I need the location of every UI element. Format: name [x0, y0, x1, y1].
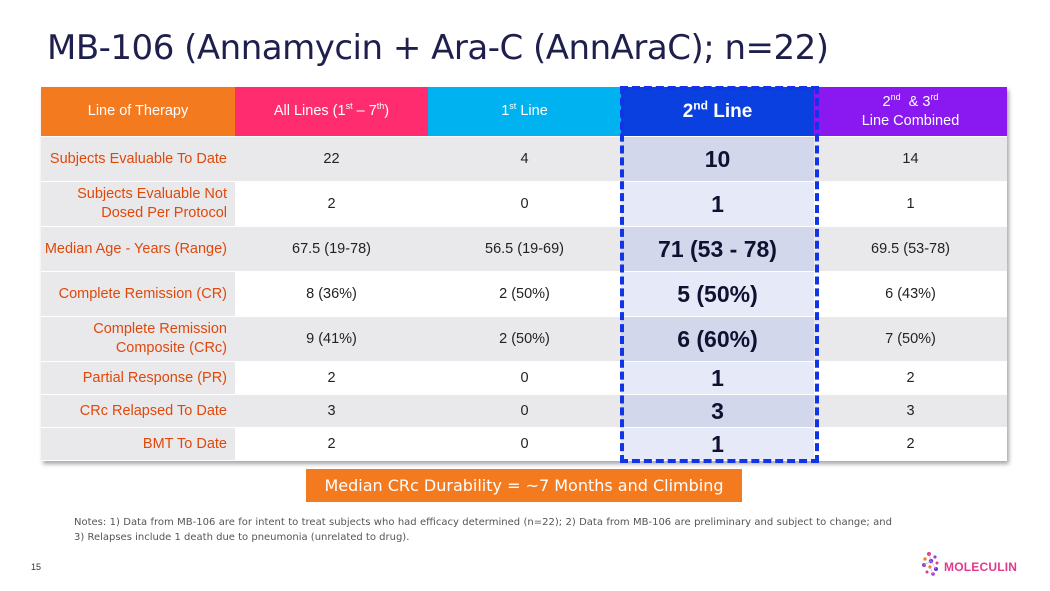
cell-combined: 14	[814, 137, 1007, 181]
cell-2nd-line: 1	[621, 428, 814, 460]
cell-1st-line: 2 (50%)	[428, 272, 621, 316]
cell-combined: 2	[814, 362, 1007, 394]
cell-all-lines: 2	[235, 182, 428, 226]
table-row: Complete Remission Composite (CRc) 9 (41…	[41, 317, 1007, 362]
cell-combined: 3	[814, 395, 1007, 427]
header-2nd-line: 2nd Line	[621, 87, 814, 136]
cell-combined: 7 (50%)	[814, 317, 1007, 361]
table-row: Subjects Evaluable Not Dosed Per Protoco…	[41, 182, 1007, 227]
cell-all-lines: 22	[235, 137, 428, 181]
2nd-line-highlight-box	[620, 86, 819, 463]
cell-all-lines: 2	[235, 362, 428, 394]
row-label: Partial Response (PR)	[41, 362, 235, 394]
cell-2nd-line: 6 (60%)	[621, 317, 814, 361]
cell-1st-line: 56.5 (19-69)	[428, 227, 621, 271]
row-label: Complete Remission (CR)	[41, 272, 235, 316]
molecule-dots-icon	[921, 551, 941, 582]
cell-all-lines: 3	[235, 395, 428, 427]
page-number: 15	[31, 562, 42, 572]
table-row: Complete Remission (CR) 8 (36%) 2 (50%) …	[41, 272, 1007, 317]
cell-1st-line: 0	[428, 362, 621, 394]
cell-combined: 69.5 (53-78)	[814, 227, 1007, 271]
cell-2nd-line: 1	[621, 182, 814, 226]
cell-combined: 2	[814, 428, 1007, 460]
company-logo: MOLECULIN	[921, 551, 1017, 582]
table-header-row: Line of Therapy All Lines (1st – 7th) 1s…	[41, 87, 1007, 137]
header-1st-line: 1st Line	[428, 87, 621, 136]
logo-wordmark: MOLECULIN	[944, 559, 1018, 574]
cell-2nd-line: 10	[621, 137, 814, 181]
cell-combined: 1	[814, 182, 1007, 226]
cell-all-lines: 67.5 (19-78)	[235, 227, 428, 271]
cell-combined: 6 (43%)	[814, 272, 1007, 316]
durability-banner: Median CRc Durability = ~7 Months and Cl…	[306, 469, 742, 502]
row-label: CRc Relapsed To Date	[41, 395, 235, 427]
row-label: Complete Remission Composite (CRc)	[41, 317, 235, 361]
cell-2nd-line: 1	[621, 362, 814, 394]
cell-2nd-line: 71 (53 - 78)	[621, 227, 814, 271]
cell-all-lines: 2	[235, 428, 428, 460]
table-row: Subjects Evaluable To Date 22 4 10 14	[41, 137, 1007, 182]
cell-1st-line: 4	[428, 137, 621, 181]
cell-1st-line: 0	[428, 395, 621, 427]
table-row: BMT To Date 2 0 1 2	[41, 428, 1007, 461]
cell-all-lines: 9 (41%)	[235, 317, 428, 361]
row-label: Subjects Evaluable To Date	[41, 137, 235, 181]
cell-2nd-line: 5 (50%)	[621, 272, 814, 316]
cell-1st-line: 0	[428, 428, 621, 460]
header-2nd-3rd-combined: 2nd & 3rd Line Combined	[814, 87, 1007, 136]
slide-title: MB-106 (Annamycin + Ara-C (AnnAraC); n=2…	[47, 28, 829, 68]
row-label: Subjects Evaluable Not Dosed Per Protoco…	[41, 182, 235, 226]
cell-1st-line: 0	[428, 182, 621, 226]
header-line-of-therapy: Line of Therapy	[41, 87, 235, 136]
cell-all-lines: 8 (36%)	[235, 272, 428, 316]
table-row: Partial Response (PR) 2 0 1 2	[41, 362, 1007, 395]
table-row: CRc Relapsed To Date 3 0 3 3	[41, 395, 1007, 428]
results-table: Line of Therapy All Lines (1st – 7th) 1s…	[41, 87, 1007, 461]
table-row: Median Age - Years (Range) 67.5 (19-78) …	[41, 227, 1007, 272]
row-label: BMT To Date	[41, 428, 235, 460]
cell-1st-line: 2 (50%)	[428, 317, 621, 361]
header-all-lines: All Lines (1st – 7th)	[235, 87, 428, 136]
cell-2nd-line: 3	[621, 395, 814, 427]
row-label: Median Age - Years (Range)	[41, 227, 235, 271]
footnotes: Notes: 1) Data from MB-106 are for inten…	[74, 517, 892, 543]
